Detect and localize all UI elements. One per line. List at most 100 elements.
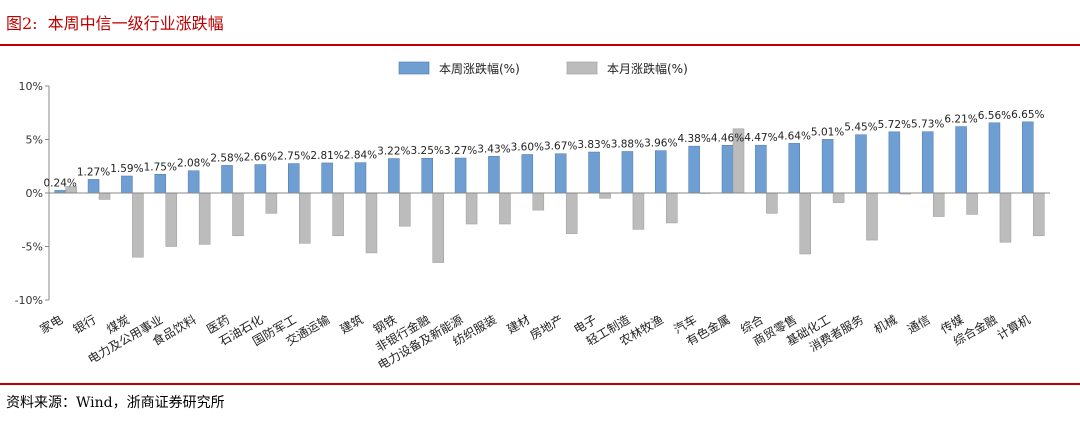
data-label-weekly: 3.27% [444, 145, 477, 157]
figure-label: 图2: [6, 14, 38, 33]
bar-monthly [232, 192, 244, 237]
bar-weekly [554, 153, 567, 194]
bar-monthly [599, 192, 611, 199]
bar-monthly [465, 192, 478, 225]
data-label-weekly: 5.01% [811, 126, 844, 138]
bar-monthly [799, 192, 811, 255]
bar-weekly [788, 143, 800, 194]
bar-weekly [321, 162, 333, 194]
bar-monthly [932, 192, 945, 217]
bar-weekly [121, 175, 133, 194]
data-label-weekly: 2.58% [210, 152, 243, 164]
y-tick-label: -10% [15, 294, 43, 307]
bar-weekly [87, 179, 100, 194]
top-rule [0, 44, 1080, 46]
data-label-weekly: 3.88% [611, 138, 644, 150]
y-tick-label: 10% [19, 80, 43, 93]
bar-monthly [499, 192, 511, 225]
data-label-weekly: 3.83% [577, 139, 610, 151]
data-label-weekly: 2.08% [177, 158, 210, 170]
bar-weekly [755, 144, 767, 194]
legend-swatch-monthly [566, 61, 598, 75]
data-label-weekly: 3.25% [411, 145, 444, 157]
data-label-weekly: 5.45% [844, 122, 877, 134]
x-tick-label: 房地产 [527, 312, 566, 343]
bar-weekly [655, 150, 667, 194]
data-label-weekly: 4.64% [778, 130, 811, 142]
data-label-weekly: 5.73% [911, 119, 944, 131]
legend-label-monthly: 本月涨跌幅(%) [607, 61, 688, 76]
bar-weekly [354, 162, 367, 194]
legend-swatch-weekly [398, 61, 430, 75]
y-tick-label: 5% [26, 134, 43, 147]
figure-title-text: 本周中信一级行业涨跌幅 [47, 14, 224, 33]
data-label-weekly: 0.24% [44, 177, 77, 189]
bar-weekly [254, 164, 267, 194]
bar-monthly [999, 192, 1012, 243]
bar-weekly [721, 145, 734, 194]
bar-monthly [666, 192, 678, 224]
data-label-weekly: 1.59% [110, 163, 143, 175]
bar-weekly [454, 157, 467, 194]
x-tick-label: 家电 [37, 312, 65, 337]
y-tick-label: -5% [22, 241, 43, 254]
data-label-weekly: 5.72% [878, 119, 911, 131]
data-label-weekly: 6.56% [978, 110, 1011, 122]
x-tick-label: 计算机 [994, 312, 1033, 343]
data-label-weekly: 3.96% [644, 138, 677, 150]
bar-weekly [888, 131, 901, 194]
bar-monthly [1033, 192, 1045, 237]
bar-monthly [532, 192, 545, 211]
bar-weekly [154, 174, 167, 194]
bar-monthly [132, 192, 144, 258]
data-label-weekly: 6.21% [944, 114, 977, 126]
bar-chart: 本周涨跌幅(%) 本月涨跌幅(%) -10% -5% 0% 5% 10% 0.24% 家电 1.2… [15, 61, 1050, 373]
data-label-weekly: 4.38% [677, 133, 710, 145]
bar-weekly [1022, 121, 1034, 194]
bar-monthly [165, 192, 178, 247]
bar-monthly [565, 192, 578, 234]
figure-title: 图2: 本周中信一级行业涨跌幅 [6, 10, 224, 34]
bottom-rule [0, 383, 1080, 385]
bar-monthly [332, 192, 344, 237]
bar-monthly [399, 192, 411, 227]
bar-weekly [821, 139, 834, 194]
x-tick-label: 银行 [71, 312, 99, 336]
data-label-weekly: 3.43% [477, 143, 510, 155]
bar-weekly [288, 163, 300, 194]
bar-monthly [98, 192, 111, 200]
bar-weekly [421, 157, 433, 194]
data-label-weekly: 2.66% [244, 152, 277, 164]
data-label-weekly: 3.22% [377, 146, 410, 158]
data-label-weekly: 2.84% [344, 150, 377, 162]
bar-monthly [265, 192, 278, 214]
y-tick-label: 0% [26, 187, 43, 200]
data-label-weekly: 1.27% [77, 166, 110, 178]
bar-weekly [221, 165, 233, 194]
data-label-weekly: 2.75% [277, 151, 310, 163]
source-note: 资料来源：Wind，浙商证券研究所 [6, 395, 225, 411]
bar-monthly [365, 192, 378, 254]
bar-monthly [198, 192, 211, 245]
bar-weekly [855, 134, 867, 194]
bar-weekly [588, 151, 600, 194]
bar-weekly [388, 158, 400, 194]
bar-monthly [632, 192, 645, 230]
x-tick-label: 机械 [871, 312, 899, 337]
bar-monthly [299, 192, 311, 244]
data-label-weekly: 2.81% [310, 150, 343, 162]
bar-weekly [688, 145, 700, 194]
bar-weekly [187, 170, 200, 194]
bar-weekly [921, 131, 934, 194]
bar-monthly [966, 192, 978, 215]
data-label-weekly: 4.46% [711, 132, 744, 144]
data-label-weekly: 3.67% [544, 141, 577, 153]
x-tick-label: 建筑 [337, 312, 365, 337]
data-label-weekly: 3.60% [511, 141, 544, 153]
bar-monthly [766, 192, 778, 214]
bar-weekly [521, 154, 534, 194]
legend-label-weekly: 本周涨跌幅(%) [439, 61, 520, 76]
data-label-weekly: 4.47% [744, 132, 777, 144]
bar-weekly [488, 156, 500, 194]
bar-monthly [866, 192, 878, 241]
